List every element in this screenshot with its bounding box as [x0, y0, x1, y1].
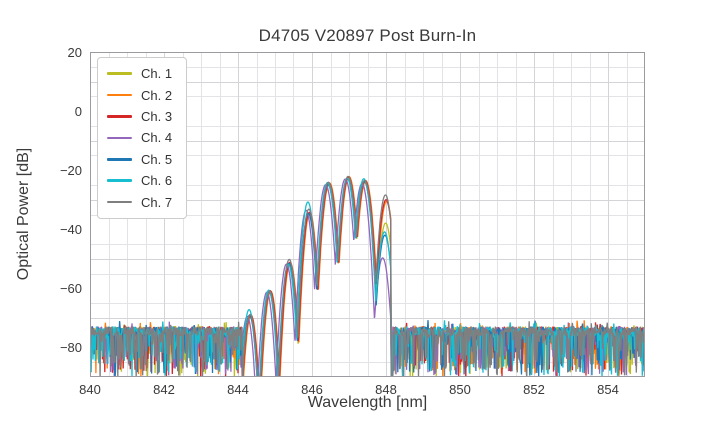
x-tick-label: 844 [227, 382, 249, 397]
legend-line-swatch [107, 115, 132, 118]
legend-item-ch-2: Ch. 2 [107, 84, 182, 105]
legend: Ch. 1 Ch. 2 Ch. 3 Ch. 4 Ch. 5 Ch. 6 Ch. 7 [97, 57, 187, 219]
legend-label: Ch. 2 [141, 87, 173, 103]
legend-item-ch-4: Ch. 4 [107, 127, 182, 148]
legend-line-swatch [107, 157, 132, 161]
legend-label: Ch. 5 [141, 151, 173, 167]
legend-item-ch-3: Ch. 3 [107, 106, 182, 127]
legend-label: Ch. 6 [141, 173, 173, 189]
axes-spines [90, 52, 645, 377]
x-tick-label: 842 [153, 382, 175, 397]
y-tick-label: −20 [59, 162, 82, 178]
y-tick-label: −80 [59, 339, 82, 355]
legend-line-swatch [107, 72, 132, 75]
legend-line-swatch [107, 93, 132, 97]
legend-item-ch-6: Ch. 6 [107, 170, 182, 191]
y-tick-label: −60 [59, 280, 82, 296]
chart-title: D4705 V20897 Post Burn-In [258, 26, 477, 45]
legend-label: Ch. 7 [141, 194, 173, 210]
x-tick-label: 840 [79, 382, 101, 397]
legend-item-ch-1: Ch. 1 [107, 63, 182, 84]
x-tick-label: 846 [301, 382, 323, 397]
y-tick-label: 20 [67, 44, 82, 60]
legend-line-swatch [107, 136, 132, 140]
series-line-ch-7 [89, 175, 646, 393]
x-tick-label: 848 [375, 382, 397, 397]
y-tick-label: 0 [74, 103, 82, 119]
legend-label: Ch. 4 [141, 130, 173, 146]
x-tick-label: 854 [597, 382, 619, 397]
y-tick-label: −40 [59, 221, 82, 237]
legend-item-ch-7: Ch. 7 [107, 191, 182, 212]
x-axis-label: Wavelength [nm] [307, 394, 428, 411]
x-tick-label: 852 [523, 382, 545, 397]
legend-label: Ch. 3 [141, 108, 173, 124]
legend-line-swatch [107, 179, 132, 182]
legend-item-ch-5: Ch. 5 [107, 149, 182, 170]
x-tick-label: 850 [449, 382, 471, 397]
legend-label: Ch. 1 [141, 66, 173, 82]
legend-line-swatch [107, 200, 132, 204]
